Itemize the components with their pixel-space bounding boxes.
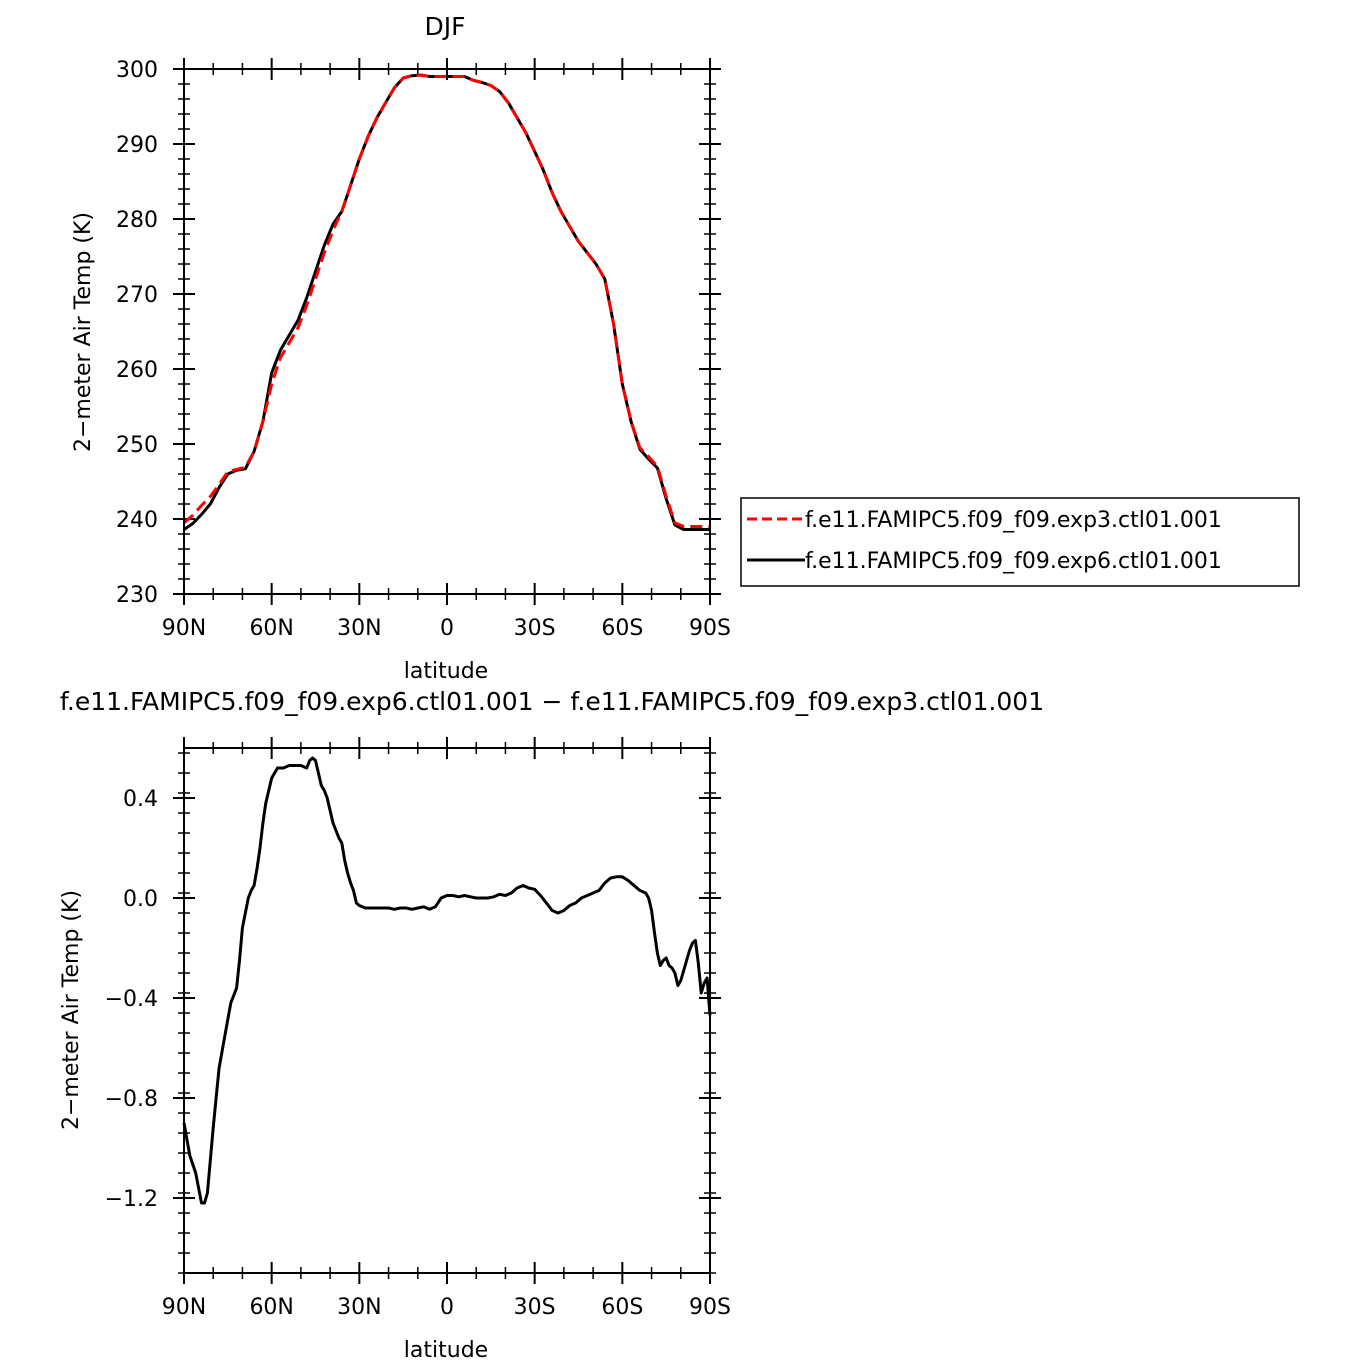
bottom-axis-ticks — [173, 737, 721, 1284]
y-tick-label: 270 — [116, 283, 158, 308]
x-tick-label: 60S — [601, 616, 643, 641]
top-panel: DJF 2−meter Air Temp (K) latitude 90N 60N… — [71, 12, 1300, 684]
legend-label-exp6: f.e11.FAMIPC5.f09_f09.exp6.ctl01.001 — [805, 549, 1222, 574]
y-tick-label: 290 — [116, 133, 158, 158]
y-tick-label: 0.0 — [123, 887, 158, 912]
x-tick-label: 0 — [440, 616, 454, 641]
y-tick-label: 300 — [116, 58, 158, 83]
series-line-solid — [183, 73, 710, 531]
legend: f.e11.FAMIPC5.f09_f09.exp3.ctl01.001 f.e… — [740, 497, 1300, 587]
bottom-panel: f.e11.FAMIPC5.f09_f09.exp6.ctl01.001 − f… — [59, 687, 1044, 1363]
y-tick-label: 0.4 — [123, 787, 158, 812]
top-chart-title: DJF — [424, 12, 465, 41]
y-tick-label: −0.8 — [105, 1087, 158, 1112]
x-tick-label: 90S — [689, 1295, 731, 1320]
top-x-axis-label: latitude — [404, 659, 488, 684]
series-line-solid — [182, 756, 712, 1205]
x-tick-label: 30N — [337, 1295, 381, 1320]
x-tick-label: 60N — [249, 616, 293, 641]
y-tick-label: −1.2 — [105, 1187, 158, 1212]
top-plot-frame — [183, 68, 711, 595]
y-tick-label: 260 — [116, 358, 158, 383]
x-tick-label: 0 — [440, 1295, 454, 1320]
bottom-tick-labels: 90N 60N 30N 0 30S 60S 90S −1.2 −0.8 −0.4 0.0 0.4 — [105, 787, 731, 1320]
bottom-chart-title: f.e11.FAMIPC5.f09_f09.exp6.ctl01.001 − f… — [60, 687, 1044, 716]
x-tick-label: 60S — [601, 1295, 643, 1320]
legend-box — [740, 497, 1300, 587]
legend-label-exp3: f.e11.FAMIPC5.f09_f09.exp3.ctl01.001 — [805, 508, 1222, 533]
y-tick-label: 240 — [116, 508, 158, 533]
x-tick-label: 30S — [514, 616, 556, 641]
x-tick-label: 90N — [162, 1295, 206, 1320]
x-tick-label: 30N — [337, 616, 381, 641]
bottom-series-lines — [182, 756, 712, 1205]
x-tick-label: 60N — [249, 1295, 293, 1320]
top-axis-ticks — [173, 58, 721, 605]
top-tick-labels: 90N 60N 30N 0 30S 60S 90S 230 240 250 260 270 280 290… — [116, 58, 731, 641]
bottom-x-axis-label: latitude — [404, 1338, 488, 1363]
top-y-axis-label: 2−meter Air Temp (K) — [71, 212, 96, 452]
y-tick-label: −0.4 — [105, 987, 158, 1012]
y-tick-label: 250 — [116, 433, 158, 458]
y-tick-label: 230 — [116, 583, 158, 608]
x-tick-label: 90N — [162, 616, 206, 641]
series-line-dashed — [183, 73, 710, 528]
top-series-lines — [183, 73, 710, 531]
y-tick-label: 280 — [116, 208, 158, 233]
x-tick-label: 90S — [689, 616, 731, 641]
bottom-y-axis-label: 2−meter Air Temp (K) — [59, 890, 84, 1130]
x-tick-label: 30S — [514, 1295, 556, 1320]
bottom-plot-frame — [183, 747, 711, 1274]
